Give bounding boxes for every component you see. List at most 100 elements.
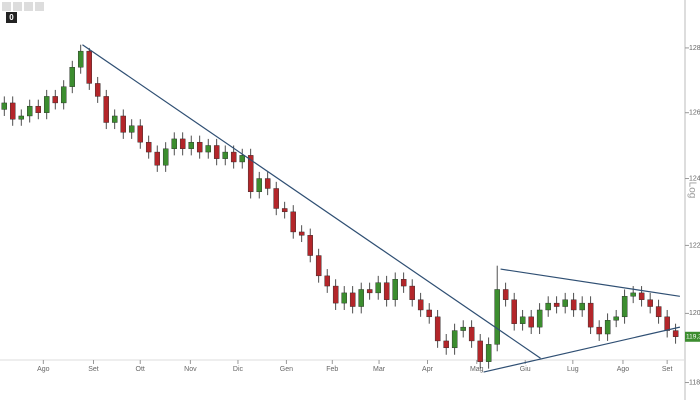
last-price-label: 119,32 — [686, 333, 700, 340]
candle-body — [672, 330, 679, 337]
x-tick-label: Apr — [422, 366, 434, 373]
candle-body — [409, 285, 415, 300]
candle-body — [43, 96, 50, 113]
candle-body — [375, 282, 381, 294]
candle-body — [239, 155, 245, 163]
candle-body — [94, 83, 101, 97]
candle-body — [205, 145, 211, 153]
candle-body — [18, 115, 24, 120]
candle-body — [443, 340, 449, 349]
x-tick-label: Mar — [373, 366, 386, 373]
candle-body — [179, 138, 186, 149]
x-tick-label: Set — [662, 366, 673, 373]
candle-body — [511, 299, 517, 324]
candle-body — [154, 151, 160, 166]
candle-body — [171, 138, 177, 149]
candle-body — [145, 141, 152, 153]
badge[interactable]: 0 — [9, 13, 14, 22]
y-tick-label: 120,00 — [689, 310, 700, 317]
candle-body — [647, 299, 653, 307]
candle-body — [324, 275, 330, 287]
candle-body — [485, 344, 492, 362]
candle-body — [222, 151, 228, 159]
candle-body — [613, 316, 619, 321]
candle-body — [392, 279, 398, 300]
candle-body — [315, 255, 322, 277]
toolbar: 0 — [2, 2, 44, 23]
y-tick-label: 122,00 — [689, 242, 700, 249]
candle-body — [502, 289, 509, 300]
candle-body — [477, 340, 483, 362]
candle-body — [290, 211, 296, 233]
candle-body — [188, 141, 194, 149]
candle-body — [9, 102, 16, 120]
candle-body — [137, 125, 143, 143]
candle-body — [60, 86, 67, 104]
x-tick-label: Dic — [233, 366, 244, 373]
candle-body — [630, 292, 636, 297]
candle-body — [519, 316, 526, 324]
trend-line — [483, 326, 681, 373]
candle-body — [358, 289, 364, 307]
candle-body — [400, 279, 407, 287]
candle-body — [307, 235, 313, 256]
candle-body — [69, 67, 75, 87]
y-tick-label: 124,00 — [689, 175, 700, 182]
trend-line — [500, 268, 680, 297]
tool-icon[interactable] — [2, 2, 11, 11]
y-tick-label: 126,00 — [689, 110, 700, 117]
x-tick-label: Ago — [37, 366, 50, 373]
candle-body — [86, 50, 92, 84]
badge-box[interactable] — [6, 12, 17, 23]
axis-label: Log — [686, 182, 697, 199]
candle-body — [196, 141, 203, 153]
candle-body — [332, 285, 339, 304]
candle-body — [52, 96, 58, 104]
candle-body — [553, 302, 560, 307]
candle-body — [120, 115, 126, 133]
candle-body — [247, 155, 254, 193]
tool-icon[interactable] — [35, 2, 44, 11]
x-tick-label: Giu — [520, 366, 531, 373]
y-tick-label: 118,00 — [689, 379, 700, 386]
y-tick-label: 128,00 — [689, 45, 700, 52]
tool-icon[interactable] — [24, 2, 33, 11]
candle-body — [1, 102, 7, 110]
candle-body — [298, 231, 305, 236]
candle-body — [26, 105, 33, 117]
candle-body — [434, 316, 441, 342]
candle-body — [349, 292, 356, 307]
candle-body — [528, 316, 534, 328]
candle-body — [256, 178, 262, 193]
x-tick-label: Ott — [136, 366, 145, 373]
candle-body — [273, 188, 279, 209]
candle-body — [655, 306, 662, 318]
candle-body — [230, 151, 237, 163]
candle-body — [451, 330, 458, 349]
candle-body — [103, 96, 109, 123]
x-tick-label: Ago — [617, 366, 630, 373]
candle-body — [664, 316, 670, 331]
x-tick-label: Set — [88, 366, 99, 373]
tool-icon[interactable] — [13, 2, 22, 11]
candle-body — [128, 125, 135, 133]
candle-body — [383, 282, 390, 300]
candle-body — [579, 302, 585, 311]
candle-body — [468, 326, 475, 342]
candle-body — [604, 320, 611, 335]
candle-body — [281, 208, 288, 213]
candle-body — [417, 299, 424, 311]
candle-body — [77, 50, 84, 68]
candle-body — [587, 302, 594, 328]
candle-body — [545, 302, 551, 311]
candle-body — [460, 326, 466, 331]
candle-body — [213, 145, 220, 159]
candle-body — [366, 289, 373, 294]
candle-body — [426, 309, 432, 318]
candle-body — [570, 299, 577, 311]
candle-body — [111, 115, 118, 123]
candle-body — [562, 299, 568, 307]
last-price-box — [685, 331, 700, 342]
